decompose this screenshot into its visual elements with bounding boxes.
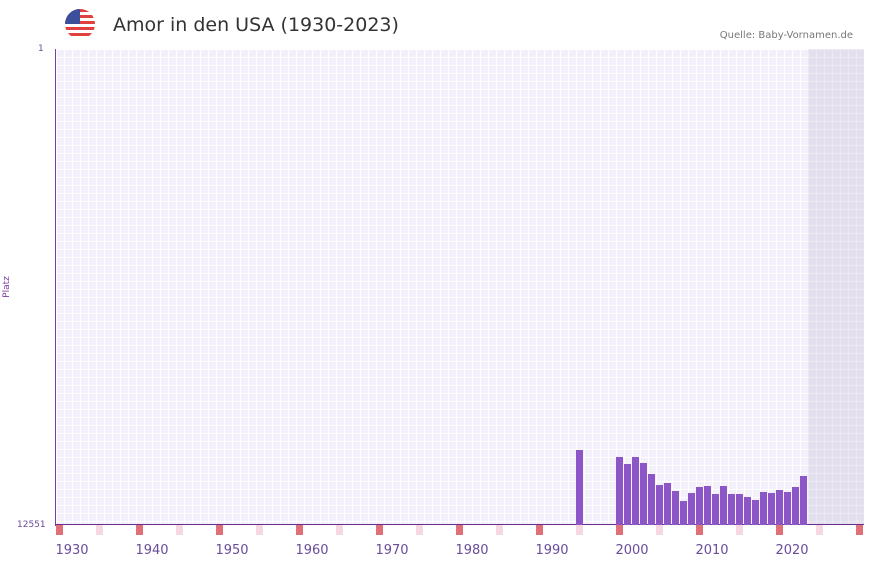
year-marker xyxy=(136,525,143,535)
source-credit: Quelle: Baby-Vornamen.de xyxy=(720,30,853,41)
year-marker xyxy=(816,525,823,535)
bar xyxy=(672,491,679,525)
bar xyxy=(632,457,639,525)
bar xyxy=(728,494,735,525)
year-marker xyxy=(696,525,703,535)
year-marker xyxy=(496,525,503,535)
year-marker xyxy=(336,525,343,535)
year-marker xyxy=(56,525,63,535)
year-marker xyxy=(296,525,303,535)
y-top-label: 1 xyxy=(38,44,44,54)
bar xyxy=(792,487,799,525)
y-bottom-label: 12551 xyxy=(17,520,46,530)
bar xyxy=(784,492,791,525)
year-marker xyxy=(96,525,103,535)
bar xyxy=(752,500,759,525)
year-marker xyxy=(376,525,383,535)
bar xyxy=(696,487,703,525)
chart-title: Amor in den USA (1930-2023) xyxy=(113,14,399,36)
y-axis-title: Platz xyxy=(2,276,12,298)
x-tick-label: 1970 xyxy=(375,543,408,558)
bar xyxy=(768,493,775,525)
year-marker xyxy=(776,525,783,535)
bar xyxy=(576,450,583,525)
bar xyxy=(656,485,663,525)
bar xyxy=(680,501,687,525)
year-marker xyxy=(176,525,183,535)
year-marker xyxy=(416,525,423,535)
x-tick-label: 1960 xyxy=(295,543,328,558)
bar xyxy=(720,486,727,525)
x-tick-label: 1950 xyxy=(215,543,248,558)
x-tick-label: 1940 xyxy=(135,543,168,558)
y-axis xyxy=(55,49,56,526)
bar xyxy=(712,494,719,525)
bar xyxy=(688,493,695,525)
year-marker xyxy=(536,525,543,535)
usa-flag-icon xyxy=(65,9,95,39)
year-marker xyxy=(656,525,663,535)
year-marker xyxy=(216,525,223,535)
x-tick-label: 1980 xyxy=(455,543,488,558)
x-tick-label: 1990 xyxy=(535,543,568,558)
bar xyxy=(736,494,743,525)
bar xyxy=(664,483,671,525)
year-marker xyxy=(456,525,463,535)
year-marker xyxy=(576,525,583,535)
bar xyxy=(640,463,647,525)
future-shade xyxy=(808,49,864,525)
year-marker xyxy=(856,525,863,535)
x-tick-label: 2020 xyxy=(775,543,808,558)
bar xyxy=(616,457,623,525)
plot-area xyxy=(56,49,864,525)
bar xyxy=(760,492,767,525)
bar xyxy=(744,497,751,525)
year-marker xyxy=(616,525,623,535)
x-tick-label: 2010 xyxy=(695,543,728,558)
bar xyxy=(648,474,655,525)
bar xyxy=(776,490,783,525)
year-marker xyxy=(256,525,263,535)
bar xyxy=(800,476,807,525)
year-marker xyxy=(736,525,743,535)
x-tick-label: 1930 xyxy=(55,543,88,558)
bar xyxy=(624,464,631,525)
bar xyxy=(704,486,711,525)
x-tick-label: 2000 xyxy=(615,543,648,558)
